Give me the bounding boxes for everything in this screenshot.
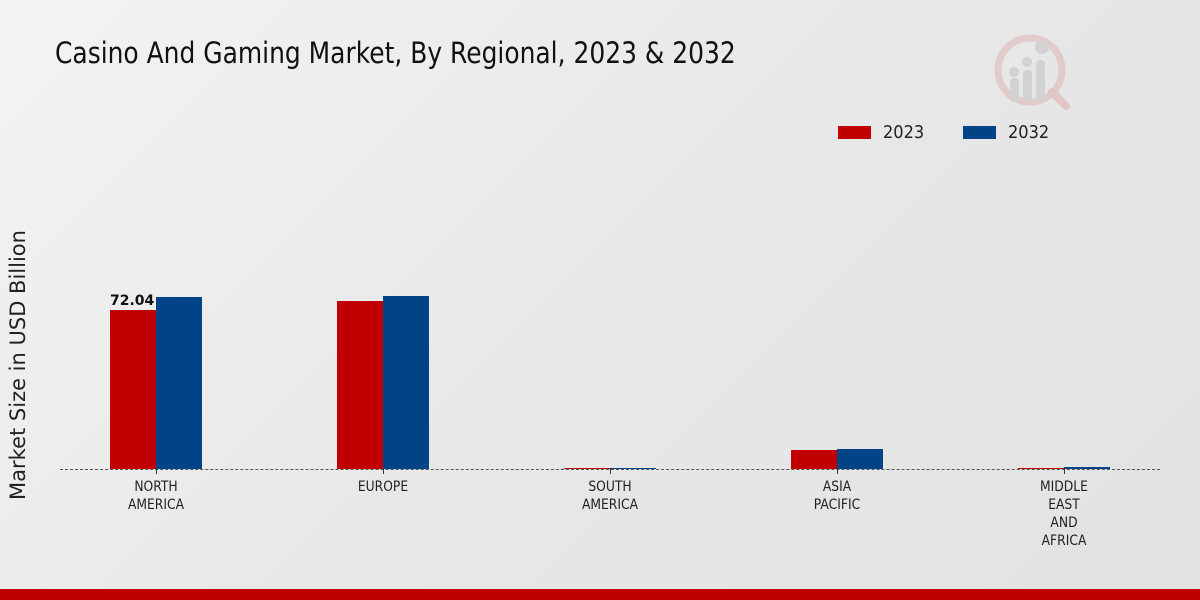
data-value-label: 72.04 bbox=[110, 293, 155, 309]
x-tick-label: ASIA PACIFIC bbox=[813, 479, 861, 513]
bar-asia-pacific-2023[interactable] bbox=[791, 450, 837, 469]
legend-item-2023[interactable]: 2023 bbox=[838, 122, 929, 143]
footer-accent-bar bbox=[0, 589, 1200, 600]
bar-south-america-2032[interactable] bbox=[610, 468, 656, 469]
bar-europe-2023[interactable] bbox=[337, 301, 383, 469]
x-tick bbox=[837, 469, 838, 474]
x-tick-label: SOUTH AMERICA bbox=[581, 479, 639, 513]
legend-item-2032[interactable]: 2032 bbox=[962, 122, 1054, 143]
x-tick-label: NORTH AMERICA bbox=[127, 479, 185, 513]
x-tick bbox=[610, 469, 611, 474]
bar-south-america-2023[interactable] bbox=[564, 468, 610, 469]
bar-asia-pacific-2032[interactable] bbox=[837, 449, 883, 469]
x-tick bbox=[383, 469, 384, 474]
bar-middle-east-and-africa-2023[interactable] bbox=[1018, 468, 1064, 469]
plot-area: 72.04 bbox=[60, 150, 1160, 469]
bar-europe-2032[interactable] bbox=[383, 296, 429, 469]
bar-north-america-2023[interactable] bbox=[110, 310, 156, 469]
x-tick bbox=[156, 469, 157, 474]
logo-icon bbox=[994, 34, 1070, 110]
bar-middle-east-and-africa-2032[interactable] bbox=[1064, 467, 1110, 469]
x-tick bbox=[1064, 469, 1065, 474]
chart-legend: 2023 2032 bbox=[838, 122, 1088, 143]
bar-north-america-2032[interactable] bbox=[156, 297, 202, 469]
x-tick-label: MIDDLE EAST AND AFRICA bbox=[1040, 479, 1088, 549]
x-tick-label: EUROPE bbox=[357, 479, 409, 495]
y-axis-label: Market Size in USD Billion bbox=[6, 230, 30, 500]
chart-title: Casino And Gaming Market, By Regional, 2… bbox=[55, 36, 736, 70]
legend-label-2023: 2023 bbox=[883, 122, 925, 143]
legend-swatch-2032 bbox=[962, 126, 996, 139]
legend-swatch-2023 bbox=[838, 126, 871, 139]
legend-label-2032: 2032 bbox=[1007, 122, 1050, 143]
